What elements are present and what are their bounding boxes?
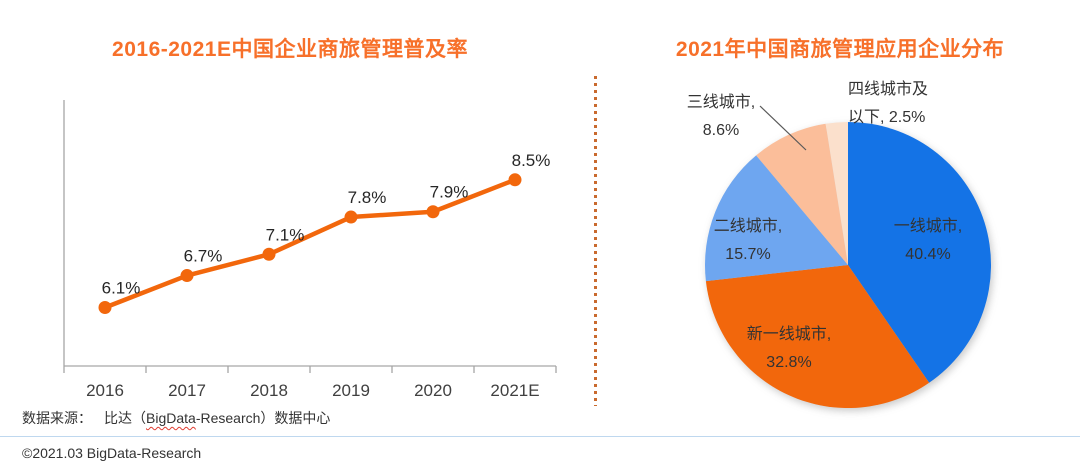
pie-slice-2 [705, 265, 930, 409]
data-point-label: 6.1% [102, 278, 141, 297]
data-point-label: 7.1% [266, 225, 305, 244]
tier3-leader-line [759, 105, 807, 151]
pie-label-tier1-value: 40.4% [905, 246, 951, 263]
pie-slice-1 [848, 122, 992, 383]
pie-label-tier4: 四线城市及 以下, 2.5% [848, 76, 928, 132]
data-point-label: 7.8% [348, 188, 387, 207]
line-chart: 6.1% 6.7% 7.1% 7.8% 7.9% 8.5% 2016 2017 2018 2019… [63, 100, 557, 400]
pie-chart [704, 122, 992, 409]
pie-slice-3 [704, 155, 848, 282]
x-axis-label: 2021E [490, 381, 539, 400]
source-note: 数据来源： 比达（BigData-Research）数据中心 [22, 408, 330, 428]
x-axis-label: 2019 [332, 381, 370, 400]
data-point-marker [180, 269, 194, 283]
pie-label-new-tier1-name: 新一线城市, [746, 326, 832, 343]
pie-slice-4 [756, 123, 848, 265]
data-point-marker [262, 247, 276, 261]
data-point-label: 7.9% [430, 183, 469, 202]
pie-chart-title: 2021年中国商旅管理应用企业分布 [675, 38, 1005, 61]
x-axis-label: 2016 [86, 381, 124, 400]
x-axis-label: 2018 [250, 381, 288, 400]
x-axis-label: 2017 [168, 381, 206, 400]
source-note-prefix: 数据来源： [22, 410, 92, 426]
panel-divider [594, 76, 597, 406]
pie-slice-5 [825, 122, 848, 265]
data-point-marker [344, 210, 358, 224]
x-axis-label: 2020 [414, 381, 452, 400]
data-point-marker [426, 205, 440, 219]
copyright-text: ©2021.03 BigData-Research [22, 445, 202, 461]
source-note-part2: -Research）数据中心 [195, 410, 331, 426]
data-point-marker [508, 173, 522, 187]
pie-label-tier4-name: 四线城市及 [848, 81, 929, 98]
pie-label-new-tier1-value: 32.8% [766, 354, 812, 371]
source-note-part1: 比达（ [104, 410, 146, 426]
source-note-word: BigData [146, 410, 196, 426]
pie-label-tier1: 一线城市, 40.4% [894, 213, 962, 269]
pie-label-tier2: 二线城市, 15.7% [714, 213, 782, 269]
pie-label-new-tier1: 新一线城市, 32.8% [747, 321, 831, 377]
data-point-marker [98, 300, 112, 314]
pie-label-tier3-name: 三线城市, [686, 94, 756, 111]
footer-divider [0, 436, 1080, 437]
pie-label-tier3: 三线城市, 8.6% [687, 89, 755, 145]
pie-label-tier2-name: 二线城市, [713, 218, 783, 235]
pie-label-tier4-value: 以下, 2.5% [848, 109, 926, 126]
pie-label-tier2-value: 15.7% [725, 246, 771, 263]
trend-line [102, 177, 518, 310]
data-point-label: 6.7% [184, 247, 223, 266]
pie-label-tier1-name: 一线城市, [893, 218, 963, 235]
pie-label-tier3-value: 8.6% [702, 122, 740, 139]
line-chart-title: 2016-2021E中国企业商旅管理普及率 [112, 38, 468, 61]
data-point-label: 8.5% [512, 151, 551, 170]
